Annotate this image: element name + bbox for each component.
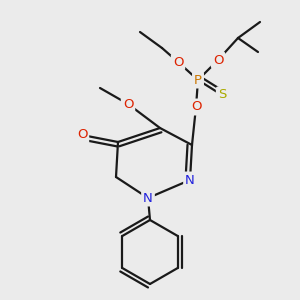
Text: O: O: [173, 56, 183, 68]
Text: P: P: [194, 74, 202, 86]
Text: O: O: [123, 98, 133, 110]
Text: N: N: [185, 173, 195, 187]
Text: S: S: [218, 88, 226, 101]
Text: N: N: [143, 191, 153, 205]
Text: O: O: [77, 128, 87, 142]
Text: O: O: [191, 100, 201, 113]
Text: O: O: [213, 53, 223, 67]
